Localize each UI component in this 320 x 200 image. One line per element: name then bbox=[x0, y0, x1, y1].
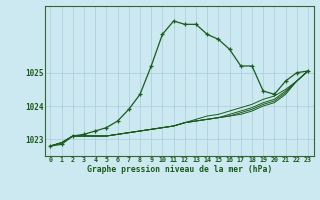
X-axis label: Graphe pression niveau de la mer (hPa): Graphe pression niveau de la mer (hPa) bbox=[87, 165, 272, 174]
